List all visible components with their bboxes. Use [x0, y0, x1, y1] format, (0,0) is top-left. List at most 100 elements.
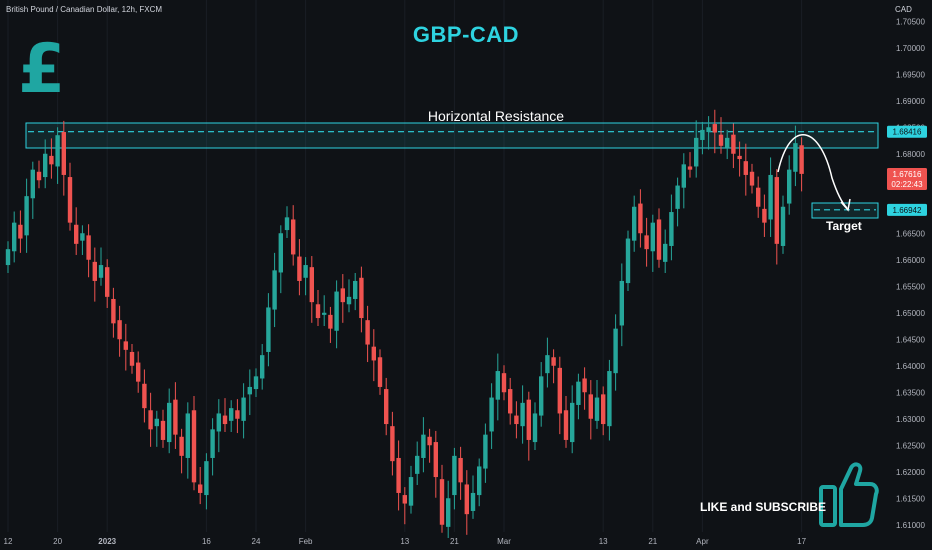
candle-body [687, 166, 693, 170]
candle-body [384, 389, 389, 425]
candle-body [247, 386, 252, 395]
candle-body [210, 429, 215, 458]
time-tick-label: 13 [400, 537, 409, 546]
candle-body [142, 383, 147, 409]
time-tick-label: 21 [450, 537, 459, 546]
candle-body [694, 137, 699, 167]
price-tick-label: 1.62000 [896, 468, 925, 477]
time-tick-label: 20 [53, 537, 62, 546]
candle-body [396, 457, 401, 493]
candle-body [582, 378, 587, 393]
candle-body [117, 320, 122, 340]
candle-body [43, 153, 48, 178]
price-axis: 1.705001.700001.695001.690001.685001.680… [896, 17, 925, 530]
candle-body [36, 171, 42, 181]
arrow-path [777, 134, 848, 209]
candle-body [762, 208, 767, 223]
candle-body [539, 376, 544, 416]
candle-body [613, 328, 618, 374]
candle-body [557, 367, 562, 414]
candle-body [495, 371, 500, 400]
candle-body [5, 249, 11, 266]
candle-body [712, 124, 717, 133]
resistance-tag: 1.68416 [893, 128, 922, 137]
candle-body [229, 408, 234, 421]
candle-body [725, 137, 730, 148]
candle-body [526, 399, 531, 440]
candle-body [241, 397, 246, 421]
candle-body [136, 362, 141, 382]
target-label: Target [826, 219, 862, 233]
candle-body [700, 129, 705, 140]
price-tick-label: 1.68000 [896, 150, 925, 159]
candle-body [452, 455, 457, 496]
target-tag-bg [887, 203, 927, 216]
candle-body [508, 389, 513, 414]
candle-body [284, 217, 290, 231]
candle-body [756, 187, 761, 207]
candle-body [644, 235, 649, 250]
price-tick-label: 1.70500 [896, 17, 925, 26]
candle-body [780, 206, 786, 246]
time-tick-label: 16 [202, 537, 211, 546]
time-tick-label: 2023 [98, 537, 116, 546]
price-tick-label: 1.62500 [896, 441, 925, 450]
candle-body [272, 270, 277, 310]
candle-body [309, 267, 314, 303]
price-tick-label: 1.64000 [896, 362, 925, 371]
candle-body [80, 233, 85, 241]
candle-body [601, 394, 606, 425]
candle-body [297, 256, 302, 281]
price-tick-label: 1.65500 [896, 282, 925, 291]
candle-body [545, 355, 550, 374]
candle-body [98, 265, 104, 278]
candle-body [148, 410, 153, 430]
candle-body [303, 265, 308, 278]
time-tick-label: Mar [497, 537, 511, 546]
candle-body [12, 222, 17, 252]
candle-body [55, 135, 60, 167]
candle-body [737, 155, 742, 160]
thumb-hand [839, 462, 879, 527]
price-tick-label: 1.61000 [896, 521, 925, 530]
candle-body [402, 495, 407, 504]
resistance-zone [25, 122, 879, 219]
chart-grid [7, 0, 803, 532]
price-tick-label: 1.69000 [896, 97, 925, 106]
candle-body [322, 312, 327, 315]
candle-body [216, 413, 221, 432]
like-subscribe-text[interactable]: LIKE and SUBSCRIBE [700, 500, 827, 514]
candle-body [49, 155, 54, 165]
candle-body [483, 434, 488, 469]
candle-body [458, 457, 463, 483]
candle-body [576, 381, 581, 405]
currency-label: CAD [895, 5, 912, 14]
candle-body [650, 222, 655, 252]
candle-body [706, 127, 711, 133]
candle-body [464, 484, 469, 515]
symbol-label[interactable]: British Pound / Canadian Dollar, 12h, FX… [6, 5, 163, 14]
candle-body [731, 134, 736, 154]
candle-body [408, 477, 414, 506]
price-tick-label: 1.64500 [896, 335, 925, 344]
thumbs-up-icon[interactable] [819, 462, 879, 527]
price-tick-label: 1.66000 [896, 256, 925, 265]
target-tag: 1.66942 [893, 206, 922, 215]
price-tick-label: 1.66500 [896, 229, 925, 238]
candle-body [198, 484, 203, 493]
candle-body [123, 341, 128, 350]
candle-body [768, 174, 773, 220]
chart-title: GBP-CAD [412, 22, 520, 47]
candle-body [663, 243, 668, 262]
candle-body [594, 397, 600, 421]
resistance-label: Horizontal Resistance [427, 108, 565, 124]
candle-body [315, 304, 321, 319]
candle-body [446, 498, 451, 527]
candle-body [619, 280, 624, 326]
candle-body [563, 410, 569, 440]
candle-body [167, 402, 172, 443]
arrow-head [840, 198, 851, 212]
price-tick-label: 1.63500 [896, 388, 925, 397]
price-tick-label: 1.70000 [896, 44, 925, 53]
